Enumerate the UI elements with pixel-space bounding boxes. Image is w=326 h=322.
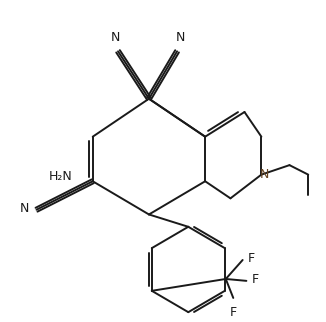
Text: H₂N: H₂N	[49, 170, 73, 183]
Text: F: F	[248, 252, 255, 265]
Text: F: F	[230, 306, 237, 318]
Text: N: N	[260, 168, 269, 181]
Text: F: F	[252, 273, 259, 286]
Text: N: N	[20, 202, 29, 215]
Text: N: N	[175, 31, 185, 44]
Text: N: N	[110, 31, 120, 44]
